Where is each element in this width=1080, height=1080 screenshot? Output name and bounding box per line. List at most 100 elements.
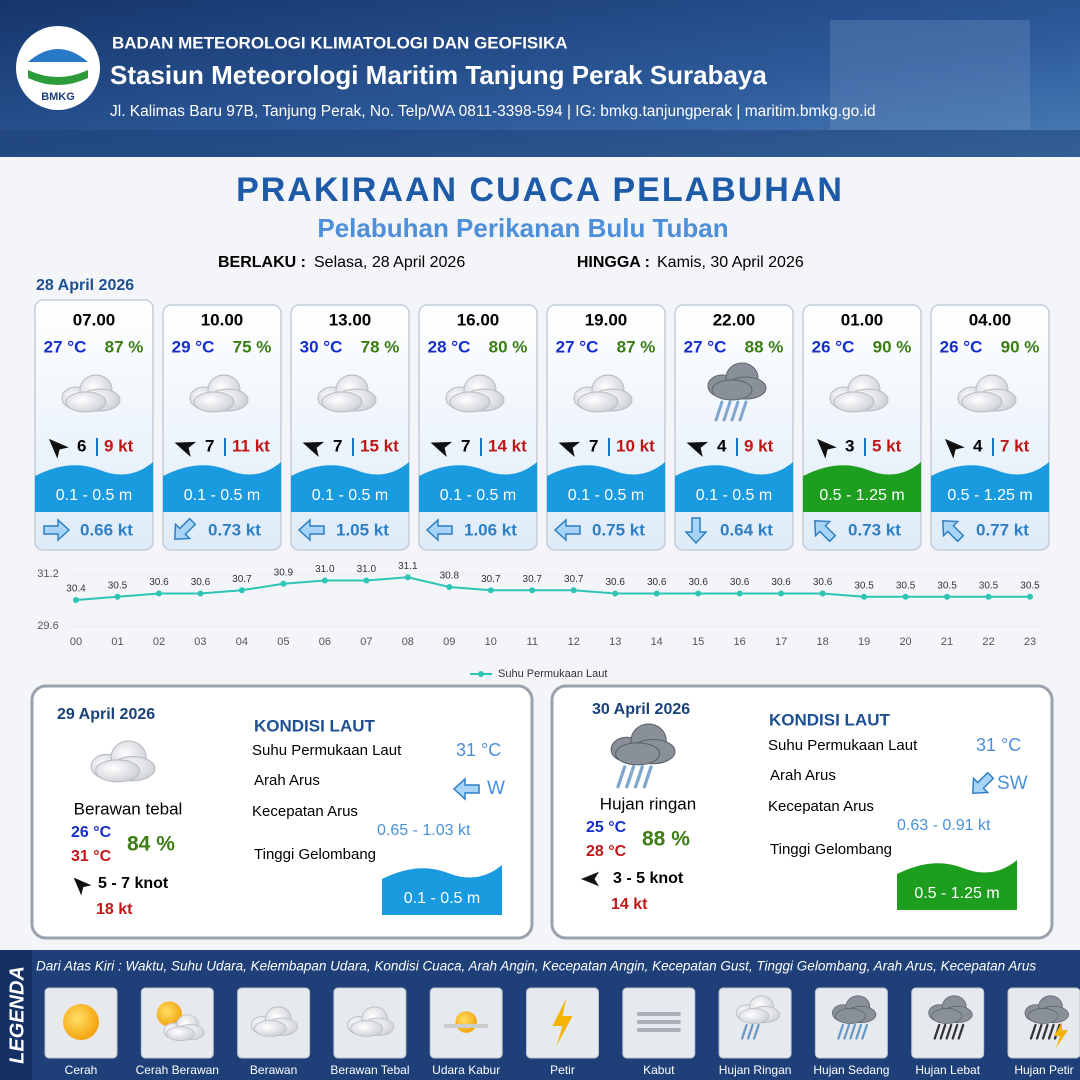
sst: 31 °C: [976, 735, 1021, 755]
wind-arrow: [816, 438, 837, 459]
icon: [90, 740, 156, 783]
wind-arrow: [581, 871, 599, 887]
data-label: 30.7: [481, 574, 501, 585]
wind-arrow: [73, 877, 92, 896]
rain: [933, 1023, 941, 1040]
rain: [752, 1023, 760, 1040]
icon: [317, 374, 377, 413]
cloud-part: [931, 1008, 963, 1024]
x-tick-label: 17: [775, 636, 787, 648]
cloud-part: [577, 391, 619, 413]
x-tick-label: 09: [443, 636, 455, 648]
sea-condition-title: KONDISI LAUT: [769, 710, 891, 729]
sst-point: [487, 587, 494, 594]
rain: [861, 1023, 869, 1040]
rain: [843, 1023, 851, 1040]
data-label: 31.0: [315, 564, 335, 575]
fog: [636, 1028, 681, 1032]
current-speed: 0.73 kt: [848, 520, 901, 539]
fog: [636, 1012, 681, 1016]
temp-max: 31 °C: [71, 848, 112, 865]
rain: [633, 765, 644, 789]
icon: [455, 1011, 477, 1033]
air-temperature: 30 °C: [300, 337, 343, 356]
rain: [722, 400, 732, 422]
label: Tinggi Gelombang: [254, 846, 376, 863]
current-arrow: [425, 518, 453, 542]
icon: [445, 374, 505, 413]
sst-point: [985, 593, 992, 600]
x-tick-label: 16: [734, 636, 746, 648]
logo-text: BMKG: [41, 91, 75, 103]
rain: [957, 1023, 965, 1040]
air-temperature: 29 °C: [172, 337, 215, 356]
x-tick-label: 03: [194, 636, 206, 648]
data-label: 30.4: [66, 584, 86, 595]
gust-speed: 9 kt: [744, 436, 774, 455]
humidity: 88 %: [642, 828, 690, 851]
address: Jl. Kalimas Baru 97B, Tanjung Perak, No.…: [110, 103, 876, 120]
current-arrow-shape: [972, 771, 995, 794]
sst-point: [446, 584, 453, 590]
wave-height: 0.1 - 0.5 m: [56, 487, 132, 504]
icon: [740, 1023, 760, 1040]
current-speed: 0.77 kt: [976, 520, 1029, 539]
x-tick-label: 19: [858, 636, 870, 648]
cloud-part: [350, 1019, 384, 1037]
title: PRAKIRAAN CUACA PELABUHAN: [236, 171, 844, 209]
data-label: 30.6: [730, 577, 750, 588]
sst-point: [861, 593, 868, 600]
x-tick-label: 08: [402, 636, 414, 648]
rain: [837, 1023, 845, 1040]
sst-point: [321, 577, 328, 584]
data-label: 30.5: [979, 580, 999, 591]
current-direction: SW: [997, 773, 1028, 794]
current-speed: 0.73 kt: [208, 520, 261, 539]
wave-height: 0.1 - 0.5 m: [568, 487, 644, 504]
x-tick-label: 22: [982, 636, 994, 648]
current-speed: 1.06 kt: [464, 520, 517, 539]
sst-line: [75, 576, 1030, 601]
wave: [931, 462, 1049, 512]
cloud-part: [321, 391, 363, 413]
current-arrow: [43, 518, 71, 542]
current-arrow: [174, 517, 197, 540]
sst-point: [238, 587, 245, 594]
condition: Berawan tebal: [74, 799, 183, 818]
current-speed: 0.75 kt: [592, 520, 645, 539]
wind-speed: 7: [589, 436, 598, 455]
legend-item-label: Hujan Sedang: [813, 1063, 889, 1077]
header-decor: [0, 130, 1080, 157]
label: Arah Arus: [254, 772, 320, 789]
icon: [189, 374, 249, 413]
cloud-part: [835, 1008, 866, 1024]
wave: [35, 462, 153, 512]
legend-item-label: Hujan Ringan: [719, 1063, 792, 1077]
current-arrow-shape: [174, 517, 197, 540]
data-label: 30.5: [108, 580, 128, 591]
wave: [382, 865, 502, 915]
wind-speed: 6: [77, 436, 86, 455]
temp-min: 26 °C: [71, 824, 112, 841]
wave-height: 0.5 - 1.25 m: [947, 487, 1032, 504]
wind-arrow-shape: [944, 438, 965, 459]
wave: [675, 462, 793, 512]
wind-speed: 3: [845, 436, 854, 455]
icon: [933, 1023, 965, 1040]
data-label: 31.1: [398, 561, 418, 572]
logo-mark: [28, 49, 88, 62]
label: Kecepatan Arus: [768, 798, 874, 815]
sst-point: [197, 590, 204, 597]
sst-point: [653, 590, 660, 597]
current-speed: 0.65 - 1.03 kt: [377, 822, 471, 839]
sst-point: [736, 590, 743, 597]
x-tick-label: 21: [941, 636, 953, 648]
data-label: 30.5: [1020, 580, 1040, 591]
sst-point: [529, 587, 536, 594]
current-arrow: [684, 517, 708, 545]
wind-arrow-shape: [558, 441, 581, 457]
icon: [61, 374, 121, 413]
cloud-part: [1027, 1008, 1059, 1024]
icon: [156, 1001, 182, 1027]
legend-item-label: Petir: [550, 1063, 575, 1077]
